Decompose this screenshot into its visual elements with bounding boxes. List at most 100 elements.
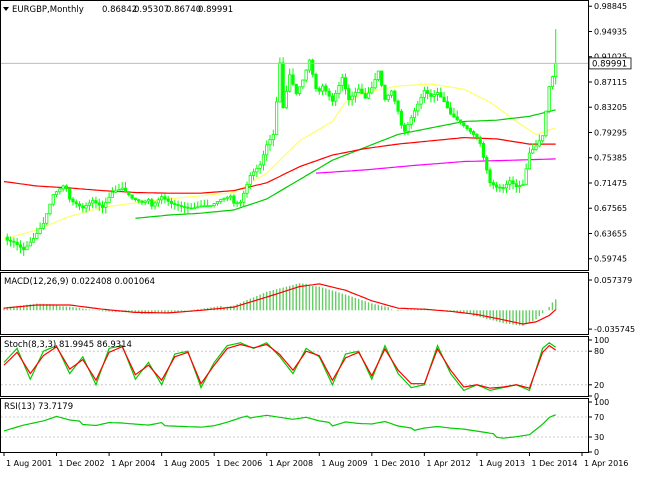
candle-body <box>183 206 187 208</box>
candle-body <box>97 202 101 206</box>
candle-body <box>248 175 252 185</box>
price-y-tick-label: 0.75385 <box>594 154 627 163</box>
candle-body <box>258 164 262 169</box>
macd-pane-frame <box>0 272 589 335</box>
candle-body <box>475 134 479 138</box>
candle-body <box>117 189 121 192</box>
dropdown-triangle-icon[interactable] <box>3 7 9 11</box>
price-y-tick-label: 0.83205 <box>594 103 627 112</box>
candle-body <box>225 196 229 199</box>
x-tick-label: 1 Apr 2012 <box>426 459 470 468</box>
rsi-y-tick-label: 70 <box>594 413 604 422</box>
candle-body <box>120 187 124 190</box>
stoch-pane-frame <box>0 336 589 397</box>
price-y-tick-label: 0.79295 <box>594 128 627 137</box>
candle-body <box>435 92 440 95</box>
candle-body <box>429 93 433 97</box>
candle-body <box>307 59 312 71</box>
candle-body <box>343 77 348 90</box>
candle-body <box>481 143 486 158</box>
stoch-y-tick-label: 20 <box>594 381 604 390</box>
candle-body <box>416 103 420 112</box>
x-tick-label: 1 Apr 2004 <box>111 459 155 468</box>
moving-average-3 <box>315 158 556 174</box>
candle-body <box>94 200 98 204</box>
candle-body <box>334 92 338 102</box>
candle-body <box>25 245 29 251</box>
candle-body <box>419 96 423 105</box>
candle-body <box>363 93 367 99</box>
candle-body <box>514 183 518 187</box>
candle-body <box>81 205 85 209</box>
candle-body <box>74 201 78 205</box>
candle-body <box>261 154 266 166</box>
candle-body <box>485 156 489 171</box>
candle-body <box>153 202 157 207</box>
candle-body <box>511 180 515 185</box>
candle-body <box>521 184 525 187</box>
candle-body <box>133 197 137 201</box>
candle-body <box>426 90 430 94</box>
candle-body <box>5 236 9 241</box>
candle-body <box>488 169 492 183</box>
moving-average-0 <box>3 83 556 240</box>
candle-body <box>229 195 233 198</box>
price-y-tick-label: 0.94935 <box>594 27 627 36</box>
candle-body <box>304 69 308 81</box>
candle-body <box>386 94 390 100</box>
candle-body <box>235 202 239 205</box>
rsi-pane-frame <box>0 398 589 453</box>
candle-body <box>192 207 197 210</box>
candle-body <box>360 88 364 94</box>
candle-body <box>294 83 298 95</box>
candle-body <box>383 84 387 100</box>
candle-body <box>199 205 203 208</box>
candle-body <box>28 241 32 247</box>
x-tick-label: 1 Dec 2002 <box>59 459 105 468</box>
candle-body <box>176 204 180 206</box>
candle-body <box>150 199 154 207</box>
candle-body <box>495 184 499 188</box>
price-title: EURGBP,Monthly <box>12 5 84 15</box>
candle-body <box>196 206 200 209</box>
macd-y-tick-label: 0.057379 <box>594 276 632 285</box>
candle-body <box>140 200 144 203</box>
candle-body <box>251 171 256 176</box>
candle-body <box>274 101 279 135</box>
candle-body <box>301 79 305 88</box>
candle-body <box>478 136 482 144</box>
candle-body <box>380 70 384 86</box>
price-layer <box>3 29 558 256</box>
candle-body <box>366 92 371 99</box>
candle-body <box>278 62 282 103</box>
candle-body <box>540 135 545 142</box>
candle-body <box>547 86 551 112</box>
candle-body <box>527 152 532 170</box>
moving-average-1 <box>135 109 556 219</box>
candle-body <box>465 125 469 129</box>
candle-body <box>8 239 13 242</box>
candle-body <box>31 238 36 243</box>
candle-body <box>186 206 190 209</box>
candle-body <box>518 185 522 188</box>
candle-body <box>18 244 23 248</box>
candle-body <box>255 167 259 173</box>
stoch-title: Stoch(8,3,3) 81.9945 86.9314 <box>4 340 132 350</box>
candle-body <box>403 124 407 132</box>
axis-layer: 0.98845 0.94935 0.91025 0.87115 0.83205 0.792… <box>3 2 635 468</box>
candle-body <box>432 94 436 97</box>
candle-body <box>297 86 302 95</box>
candle-body <box>357 88 361 93</box>
candle-body <box>347 88 351 101</box>
price-y-tick-label: 0.98845 <box>594 2 627 11</box>
candle-body <box>179 205 183 207</box>
candle-body <box>531 149 535 154</box>
candle-body <box>291 74 295 85</box>
moving-average-2 <box>3 136 556 194</box>
candle-body <box>317 88 321 92</box>
candle-body <box>45 213 49 224</box>
ohlc-open: 0.86842 <box>102 5 137 15</box>
rsi-line <box>3 414 556 439</box>
candle-body <box>202 205 206 208</box>
